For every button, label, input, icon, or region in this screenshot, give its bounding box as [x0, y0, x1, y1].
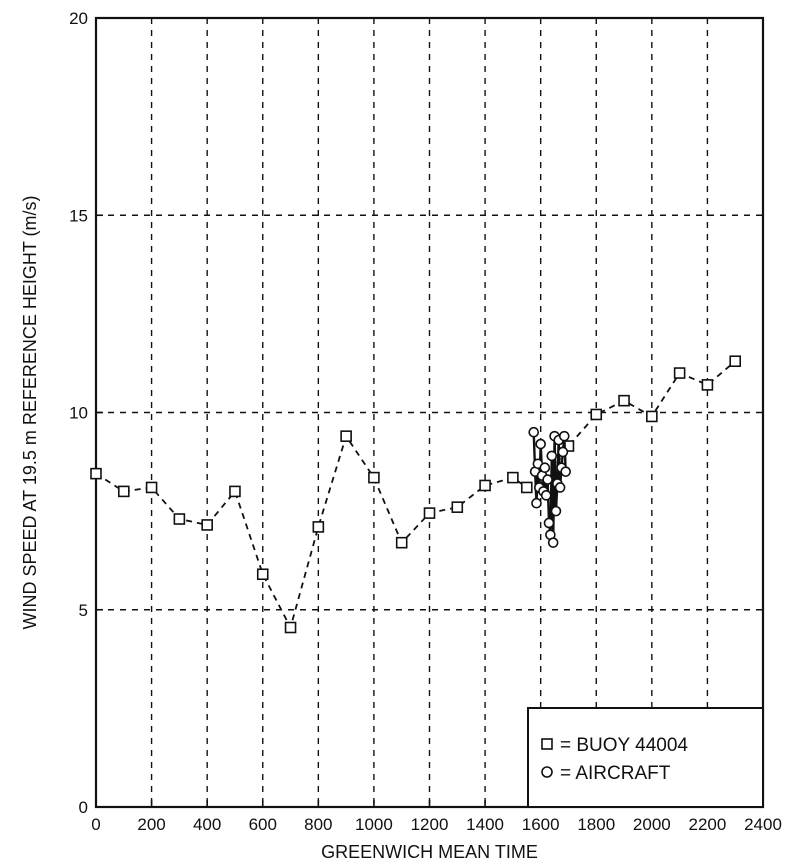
- buoy-data-point: [520, 481, 533, 494]
- x-tick-label: 1800: [577, 815, 615, 834]
- x-tick-label: 400: [193, 815, 221, 834]
- buoy-data-point: [312, 521, 325, 533]
- legend-label-aircraft: = AIRCRAFT: [560, 763, 671, 784]
- x-tick-label: 600: [249, 815, 277, 834]
- x-tick-label: 1000: [355, 815, 393, 834]
- aircraft-data-point: [539, 462, 551, 474]
- buoy-data-point: [479, 479, 491, 492]
- series-line-0: [95, 360, 736, 630]
- x-tick-label: 1400: [466, 815, 504, 834]
- x-tick-label: 2000: [633, 815, 671, 834]
- buoy-data-point: [451, 501, 464, 513]
- x-tick-label: 1200: [411, 815, 449, 834]
- legend: = BUOY 44004 = AIRCRAFT: [527, 707, 764, 808]
- aircraft-data-point: [557, 446, 569, 458]
- y-tick-label: 10: [69, 404, 88, 423]
- aircraft-data-point: [547, 537, 559, 548]
- buoy-data-point: [145, 481, 158, 494]
- buoy-data-point: [229, 485, 241, 498]
- buoy-data-point: [590, 408, 603, 421]
- data-series: [90, 355, 742, 634]
- buoy-data-point: [395, 536, 408, 549]
- x-tick-label: 200: [137, 815, 165, 834]
- y-tick-label: 5: [79, 601, 88, 620]
- legend-box: [527, 707, 764, 808]
- y-tick-label: 15: [69, 206, 88, 225]
- legend-label-buoy: = BUOY 44004: [560, 735, 688, 756]
- buoy-data-point: [90, 467, 102, 480]
- buoy-data-point: [646, 410, 658, 423]
- buoy-data-point: [117, 485, 130, 498]
- buoy-data-point: [284, 621, 297, 634]
- axis-ticks: 0 200 400 600 800 1000 1200 1400 1600 1800 2000 220…: [69, 9, 782, 834]
- legend-square-marker-icon: [541, 738, 553, 750]
- buoy-data-point: [423, 507, 436, 519]
- buoy-data-point: [340, 430, 352, 442]
- buoy-data-point: [618, 394, 630, 407]
- aircraft-data-point: [550, 505, 562, 517]
- x-tick-label: 2200: [689, 815, 727, 834]
- buoy-data-point: [173, 513, 186, 525]
- buoy-data-point: [507, 471, 519, 484]
- x-axis-title: GREENWICH MEAN TIME: [321, 842, 538, 862]
- aircraft-data-point: [540, 490, 552, 501]
- aircraft-data-point: [535, 438, 546, 450]
- aircraft-data-point: [558, 430, 570, 442]
- grid: [96, 18, 763, 807]
- legend-circle-marker-icon: [541, 766, 553, 778]
- aircraft-data-point: [542, 474, 553, 485]
- aircraft-data-point: [546, 450, 558, 462]
- buoy-data-point: [673, 367, 686, 379]
- buoy-data-point: [368, 471, 380, 484]
- y-axis-title: WIND SPEED AT 19.5 m REFERENCE HEIGHT (m…: [20, 195, 40, 629]
- y-tick-label: 20: [69, 9, 88, 28]
- aircraft-data-point: [554, 482, 566, 493]
- buoy-data-point: [701, 379, 714, 391]
- aircraft-data-point: [560, 466, 571, 477]
- y-tick-label: 0: [79, 798, 88, 817]
- x-tick-label: 0: [91, 815, 100, 834]
- buoy-data-point: [201, 519, 213, 531]
- buoy-data-point: [256, 568, 269, 581]
- buoy-data-point: [729, 355, 742, 368]
- aircraft-data-point: [543, 517, 555, 529]
- x-tick-label: 2400: [744, 815, 782, 834]
- x-tick-label: 800: [304, 815, 332, 834]
- aircraft-data-point: [528, 426, 540, 438]
- x-tick-label: 1600: [522, 815, 560, 834]
- aircraft-data-point: [531, 497, 542, 509]
